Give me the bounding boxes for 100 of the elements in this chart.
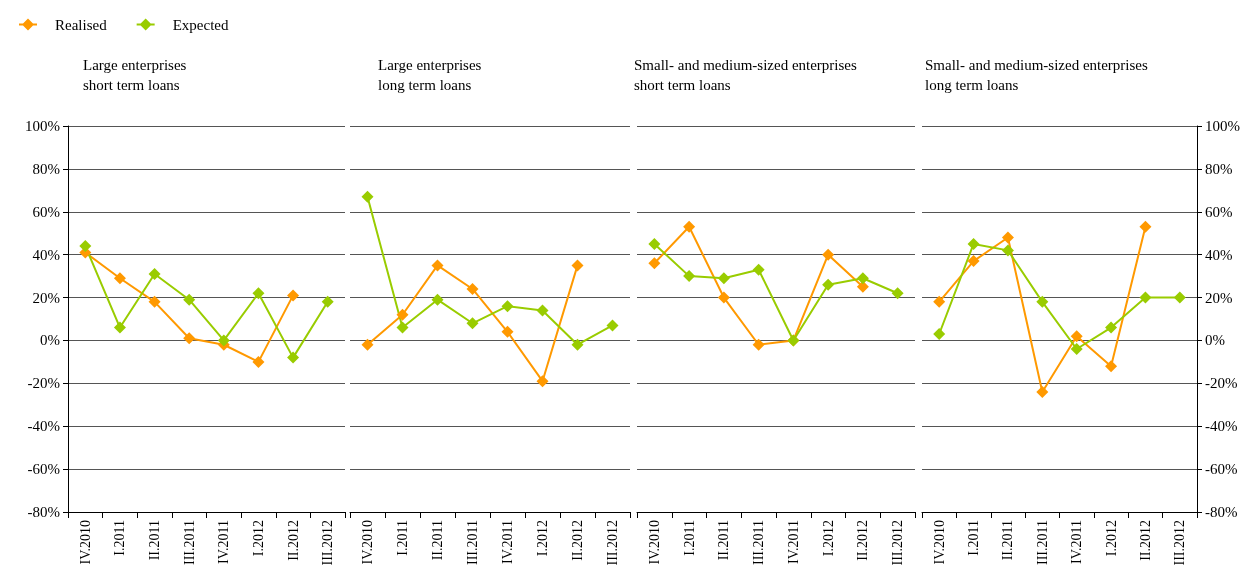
point — [1173, 291, 1186, 304]
x-tick-label: I.2011 — [966, 520, 982, 556]
y-tick-label: 100% — [25, 118, 60, 134]
point — [217, 334, 230, 347]
y2-tick-label: -20% — [1205, 375, 1238, 392]
y2-tick-label: 100% — [1205, 118, 1240, 134]
point — [287, 289, 300, 302]
x-tick-label: II.2012 — [1137, 520, 1153, 561]
point — [606, 319, 619, 332]
x-tick-label: III.2011 — [751, 520, 767, 565]
point — [287, 351, 300, 364]
y-tick-label: 60% — [32, 203, 60, 220]
point — [571, 259, 584, 272]
point — [967, 255, 980, 268]
point — [648, 237, 661, 250]
point — [683, 220, 696, 233]
point — [717, 291, 730, 304]
y2-tick-label: 60% — [1205, 203, 1233, 220]
point — [252, 287, 265, 300]
x-tick-label: I.2012 — [1103, 520, 1119, 557]
x-tick-label: III.2011 — [181, 520, 197, 565]
y2-tick-label: 20% — [1205, 289, 1233, 306]
x-tick-label: IV.2011 — [500, 520, 515, 564]
point — [148, 295, 161, 308]
point — [466, 317, 479, 330]
point — [1070, 343, 1083, 356]
point — [321, 295, 334, 308]
point — [183, 332, 196, 345]
x-tick-label: II.2011 — [1000, 520, 1016, 561]
x-tick-label: IV.2010 — [360, 520, 375, 565]
y-tick-label: 80% — [32, 160, 60, 177]
x-tick-label: I.2012 — [535, 520, 550, 557]
chart-title: Large enterprises short term loans — [83, 57, 187, 93]
y2-tick-label: 0% — [1205, 332, 1225, 349]
point — [1070, 330, 1083, 343]
point — [648, 257, 661, 270]
point — [822, 278, 835, 291]
point — [891, 287, 904, 300]
point — [856, 272, 869, 285]
point — [1001, 231, 1014, 244]
x-tick-label: I.2012 — [250, 520, 266, 557]
x-tick-label: IV.2010 — [931, 520, 947, 565]
y-tick-label: -80% — [27, 504, 60, 520]
y2-tick-label: 40% — [1205, 246, 1233, 263]
point — [113, 321, 126, 334]
point — [1036, 295, 1049, 308]
x-tick-label: IV.2011 — [1069, 520, 1085, 564]
chart-title: Small- and medium-sized enterprises long term loans — [925, 57, 1149, 93]
point — [1105, 321, 1118, 334]
point — [683, 270, 696, 283]
point — [822, 248, 835, 261]
x-tick-label: II.2012 — [285, 520, 301, 561]
x-tick-label: IV.2010 — [77, 520, 93, 565]
point — [148, 267, 161, 280]
chart-title: Large enterprises long term loans — [378, 57, 482, 93]
x-tick-label: III.2012 — [320, 520, 336, 566]
legend-label: Expected — [172, 16, 229, 33]
y-tick-label: -40% — [27, 418, 60, 435]
x-tick-label: II.2011 — [716, 520, 732, 561]
point — [536, 304, 549, 317]
point — [1036, 385, 1049, 398]
point — [752, 263, 765, 276]
point — [1001, 244, 1014, 257]
x-tick-label: I.2011 — [112, 520, 128, 556]
point — [361, 190, 374, 203]
x-tick-label: III.2012 — [1172, 520, 1188, 566]
point — [571, 338, 584, 351]
point — [967, 237, 980, 250]
point — [717, 272, 730, 285]
y2-tick-label: -80% — [1205, 504, 1238, 520]
point — [113, 272, 126, 285]
x-tick-label: III.2012 — [605, 520, 620, 566]
point — [933, 295, 946, 308]
x-tick-label: I.2012 — [820, 520, 836, 557]
x-tick-label: II.2011 — [430, 520, 445, 561]
x-tick-label: IV.2011 — [785, 520, 801, 564]
point — [79, 240, 92, 253]
point — [536, 375, 549, 388]
y-tick-label: -60% — [27, 461, 60, 478]
x-tick-label: II.2012 — [570, 520, 585, 561]
point — [501, 300, 514, 313]
point — [1139, 291, 1152, 304]
y-tick-label: -20% — [27, 375, 60, 392]
x-tick-label: IV.2011 — [216, 520, 232, 564]
x-tick-label: IV.2010 — [646, 520, 662, 565]
point — [1139, 220, 1152, 233]
y2-tick-label: -40% — [1205, 418, 1238, 435]
point — [396, 321, 409, 334]
point — [361, 338, 374, 351]
y2-tick-label: -60% — [1205, 461, 1238, 478]
y-tick-label: 40% — [32, 246, 60, 263]
x-tick-label: II.2012 — [855, 520, 871, 561]
y2-tick-label: 80% — [1205, 160, 1233, 177]
x-tick-label: I.2011 — [395, 520, 410, 556]
point — [431, 293, 444, 306]
point — [183, 293, 196, 306]
point — [752, 338, 765, 351]
y-tick-label: 0% — [40, 332, 60, 349]
point — [933, 328, 946, 341]
point — [1105, 360, 1118, 373]
